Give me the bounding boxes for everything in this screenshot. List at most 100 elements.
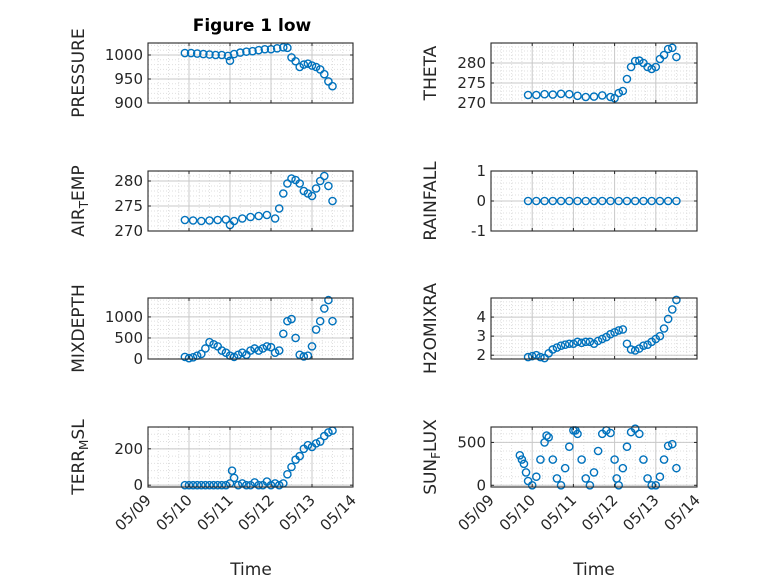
- data-point: [659, 50, 669, 60]
- data-point: [630, 346, 640, 355]
- data-point: [573, 91, 582, 101]
- y-tick-label: 280: [457, 54, 486, 72]
- data-point: [328, 316, 337, 326]
- x-axis-label-right: Time: [572, 560, 615, 580]
- data-point: [266, 342, 276, 352]
- data-point: [663, 196, 673, 206]
- data-point: [270, 214, 280, 223]
- data-point: [556, 196, 566, 206]
- y-axis-label-7: SUNFLUX: [421, 419, 443, 495]
- data-point: [307, 191, 317, 201]
- x-tick-label: 05/11: [537, 491, 580, 534]
- data-point: [199, 49, 208, 59]
- data-point: [299, 60, 309, 69]
- data-point: [577, 338, 586, 348]
- data-point: [270, 348, 280, 357]
- x-tick-label: 05/13: [276, 491, 319, 534]
- data-point: [328, 196, 337, 206]
- data-point: [540, 89, 549, 99]
- data-point: [260, 44, 270, 54]
- data-point: [283, 469, 292, 479]
- data-point: [287, 314, 296, 324]
- y-tick-label: 0: [476, 192, 486, 210]
- data-point: [552, 474, 562, 483]
- y-axis-label-4: MIXDEPTH: [69, 284, 89, 373]
- data-point: [217, 346, 227, 355]
- data-point: [201, 480, 210, 490]
- data-point: [618, 86, 628, 96]
- data-point: [651, 62, 661, 72]
- data-point: [287, 174, 296, 183]
- data-point: [639, 341, 648, 350]
- data-point: [246, 346, 255, 355]
- data-point: [581, 92, 591, 102]
- data-point: [184, 480, 194, 490]
- data-point: [614, 480, 624, 490]
- data-point: [663, 441, 673, 451]
- data-point: [622, 339, 632, 349]
- data-point: [542, 431, 551, 440]
- data-point: [233, 480, 243, 490]
- data-point: [552, 343, 562, 352]
- y-tick-label: 275: [114, 197, 143, 215]
- data-point: [667, 439, 677, 449]
- data-point: [213, 215, 222, 225]
- data-point: [192, 480, 202, 490]
- data-point: [564, 442, 574, 452]
- data-point: [295, 179, 305, 188]
- data-point: [225, 56, 235, 66]
- data-point: [248, 46, 257, 56]
- y-tick-label: 1000: [105, 46, 143, 64]
- y-tick-label: 1: [476, 162, 486, 180]
- data-point: [192, 49, 202, 58]
- data-point: [643, 474, 652, 483]
- data-point: [630, 424, 640, 434]
- data-point: [597, 91, 607, 100]
- data-point: [254, 346, 264, 355]
- data-point: [319, 69, 329, 79]
- series-points: [180, 43, 337, 91]
- axes-box: [490, 297, 698, 360]
- data-point: [589, 196, 599, 206]
- x-tick-label: 05/13: [619, 491, 662, 534]
- data-point: [626, 345, 636, 354]
- subplot-theta: 270 275 280 THETA: [421, 42, 698, 112]
- data-point: [262, 342, 272, 351]
- axes-box: [147, 297, 354, 360]
- y-axis-label-3: RAINFALL: [421, 161, 441, 241]
- data-point: [209, 480, 218, 490]
- data-point: [626, 62, 636, 72]
- data-point: [229, 216, 239, 226]
- data-point: [556, 480, 566, 490]
- data-point: [536, 455, 545, 464]
- data-point: [655, 196, 665, 206]
- series-points: [180, 171, 337, 230]
- data-point: [186, 48, 196, 58]
- data-point: [315, 316, 325, 326]
- data-point: [573, 429, 582, 439]
- data-point: [544, 432, 553, 442]
- subplot-h2omixra: 234 H2OMIXRA: [421, 283, 698, 374]
- x-tick-label: 05/10: [496, 491, 539, 534]
- data-point: [548, 455, 558, 464]
- data-point: [315, 437, 325, 446]
- y-axis-label-0: PRESSURE: [69, 28, 89, 117]
- data-point: [295, 350, 305, 360]
- data-point: [523, 90, 533, 100]
- data-point: [196, 349, 206, 359]
- y-tick-label: 200: [114, 440, 143, 458]
- data-point: [515, 450, 525, 460]
- data-point: [556, 341, 566, 350]
- data-point: [283, 43, 292, 53]
- data-point: [655, 331, 665, 341]
- data-point: [519, 459, 529, 469]
- data-point: [647, 196, 656, 206]
- subplot-air-temp: 270 275 280 AIRTEMP: [69, 165, 354, 240]
- data-point: [299, 352, 309, 361]
- data-point: [328, 81, 337, 91]
- data-point: [532, 472, 541, 482]
- data-point: [205, 337, 214, 347]
- data-point: [295, 451, 305, 461]
- y-tick-label: 0: [133, 350, 143, 368]
